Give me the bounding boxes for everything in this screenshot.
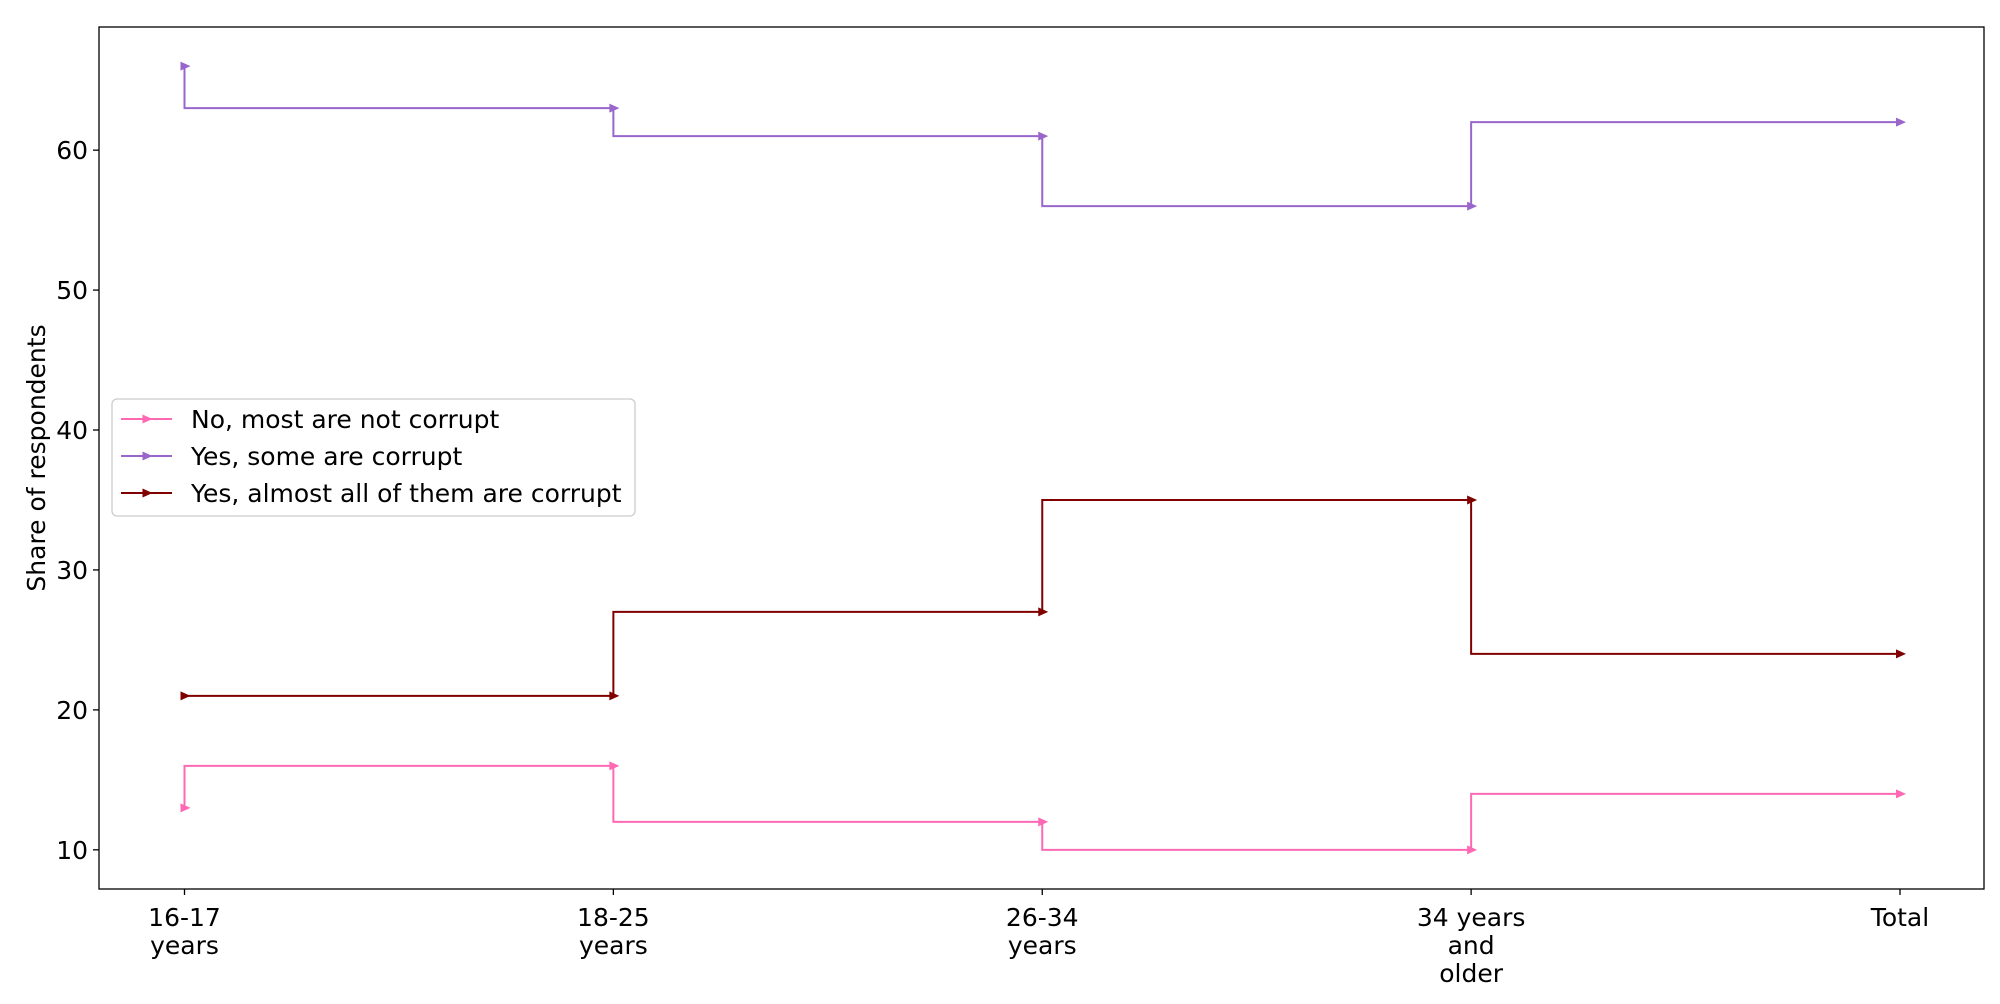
y-axis: 10 20 30 40 50 60	[56, 136, 99, 865]
x-tick-label: 34 years and older	[1417, 903, 1526, 988]
legend-label: No, most are not corrupt	[191, 405, 499, 434]
data-point-marker	[180, 61, 191, 71]
data-point-marker	[1467, 845, 1478, 855]
legend-label: Yes, almost all of them are corrupt	[190, 479, 622, 508]
series-layer	[180, 61, 1906, 855]
legend-box	[111, 398, 636, 517]
data-point-marker	[1896, 649, 1906, 659]
y-tick-label: 60	[56, 136, 88, 165]
x-tick-label: Total	[1870, 903, 1929, 932]
y-axis-label: Share of respondents	[22, 324, 51, 591]
data-point-marker	[1467, 495, 1478, 505]
series-line	[183, 764, 1900, 851]
data-point-marker	[609, 103, 620, 113]
data-point-marker	[609, 691, 620, 701]
data-point-marker	[1467, 201, 1478, 211]
data-point-marker	[609, 761, 620, 771]
series-2	[180, 495, 1906, 701]
data-point-marker	[1038, 607, 1049, 617]
legend: No, most are not corrupt Yes, some are co…	[111, 398, 636, 517]
data-point-marker	[180, 691, 191, 701]
series-1	[180, 61, 1906, 211]
x-tick-label: 18-25 years	[577, 903, 650, 960]
x-axis: 16-17 years 18-25 years 26-34 years 34 years an…	[148, 889, 1929, 988]
legend-marker	[142, 414, 153, 424]
y-tick-label: 10	[56, 836, 88, 865]
data-point-marker	[1896, 789, 1906, 799]
legend-marker	[142, 451, 153, 461]
legend-marker	[142, 488, 153, 498]
data-point-marker	[1038, 131, 1049, 141]
data-point-marker	[1896, 117, 1906, 127]
series-line	[184, 498, 1900, 697]
series-0	[180, 761, 1906, 855]
y-tick-label: 50	[56, 276, 88, 305]
plot-frame	[98, 26, 1985, 890]
y-tick-label: 30	[56, 556, 88, 585]
data-point-marker	[1038, 817, 1049, 827]
y-tick-label: 40	[56, 416, 88, 445]
x-tick-label: 26-34 years	[1006, 903, 1079, 960]
data-point-marker	[180, 803, 191, 813]
x-tick-label: 16-17 years	[148, 903, 221, 960]
legend-label: Yes, some are corrupt	[190, 442, 462, 471]
y-tick-label: 20	[56, 696, 88, 725]
